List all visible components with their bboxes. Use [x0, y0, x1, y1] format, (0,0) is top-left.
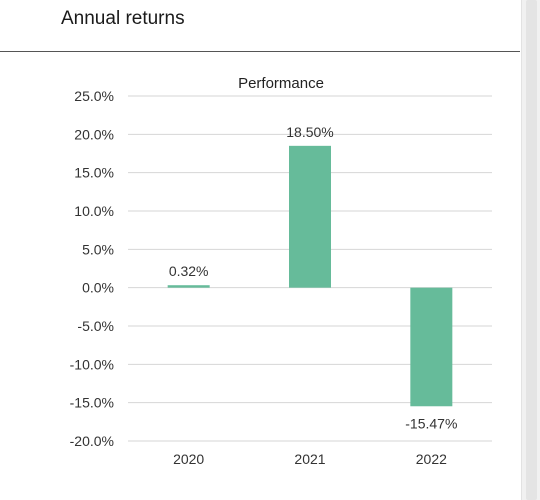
bar-2021 — [289, 145, 331, 288]
bar-2020 — [167, 285, 210, 288]
x-axis-ticks: 2020 2021 2022 — [173, 451, 447, 467]
y-tick-label: 5.0% — [82, 241, 114, 257]
y-tick-label: -5.0% — [77, 318, 114, 334]
x-tick-label: 2021 — [294, 451, 325, 467]
y-tick-label: 20.0% — [74, 126, 114, 142]
y-tick-label: -20.0% — [70, 433, 114, 449]
y-axis-ticks: 25.0% 20.0% 15.0% 10.0% 5.0% 0.0% -5.0% -10.0% -… — [70, 88, 114, 449]
chart-title: Performance — [238, 75, 324, 92]
data-label-2022: -15.47% — [405, 415, 457, 431]
y-tick-label: -15.0% — [70, 395, 114, 411]
y-tick-label: 25.0% — [74, 88, 114, 104]
page-title: Annual returns — [61, 8, 185, 29]
y-tick-label: -10.0% — [70, 356, 114, 372]
bars — [167, 145, 453, 407]
y-tick-label: 15.0% — [74, 165, 114, 181]
vertical-scrollbar[interactable] — [521, 0, 540, 500]
data-label-2021: 18.50% — [286, 124, 333, 140]
y-tick-label: 0.0% — [82, 280, 114, 296]
x-tick-label: 2022 — [416, 451, 447, 467]
data-labels: 0.32% 18.50% -15.47% — [169, 124, 458, 431]
y-tick-label: 10.0% — [74, 203, 114, 219]
scrollbar-thumb[interactable] — [526, 0, 537, 500]
data-label-2020: 0.32% — [169, 263, 209, 279]
bar-2022 — [410, 287, 453, 407]
header-divider — [0, 51, 520, 52]
performance-chart: Performance 25.0% 20.0% 15.0% 10.0% 5.0% 0.0%… — [70, 75, 492, 467]
x-tick-label: 2020 — [173, 451, 204, 467]
